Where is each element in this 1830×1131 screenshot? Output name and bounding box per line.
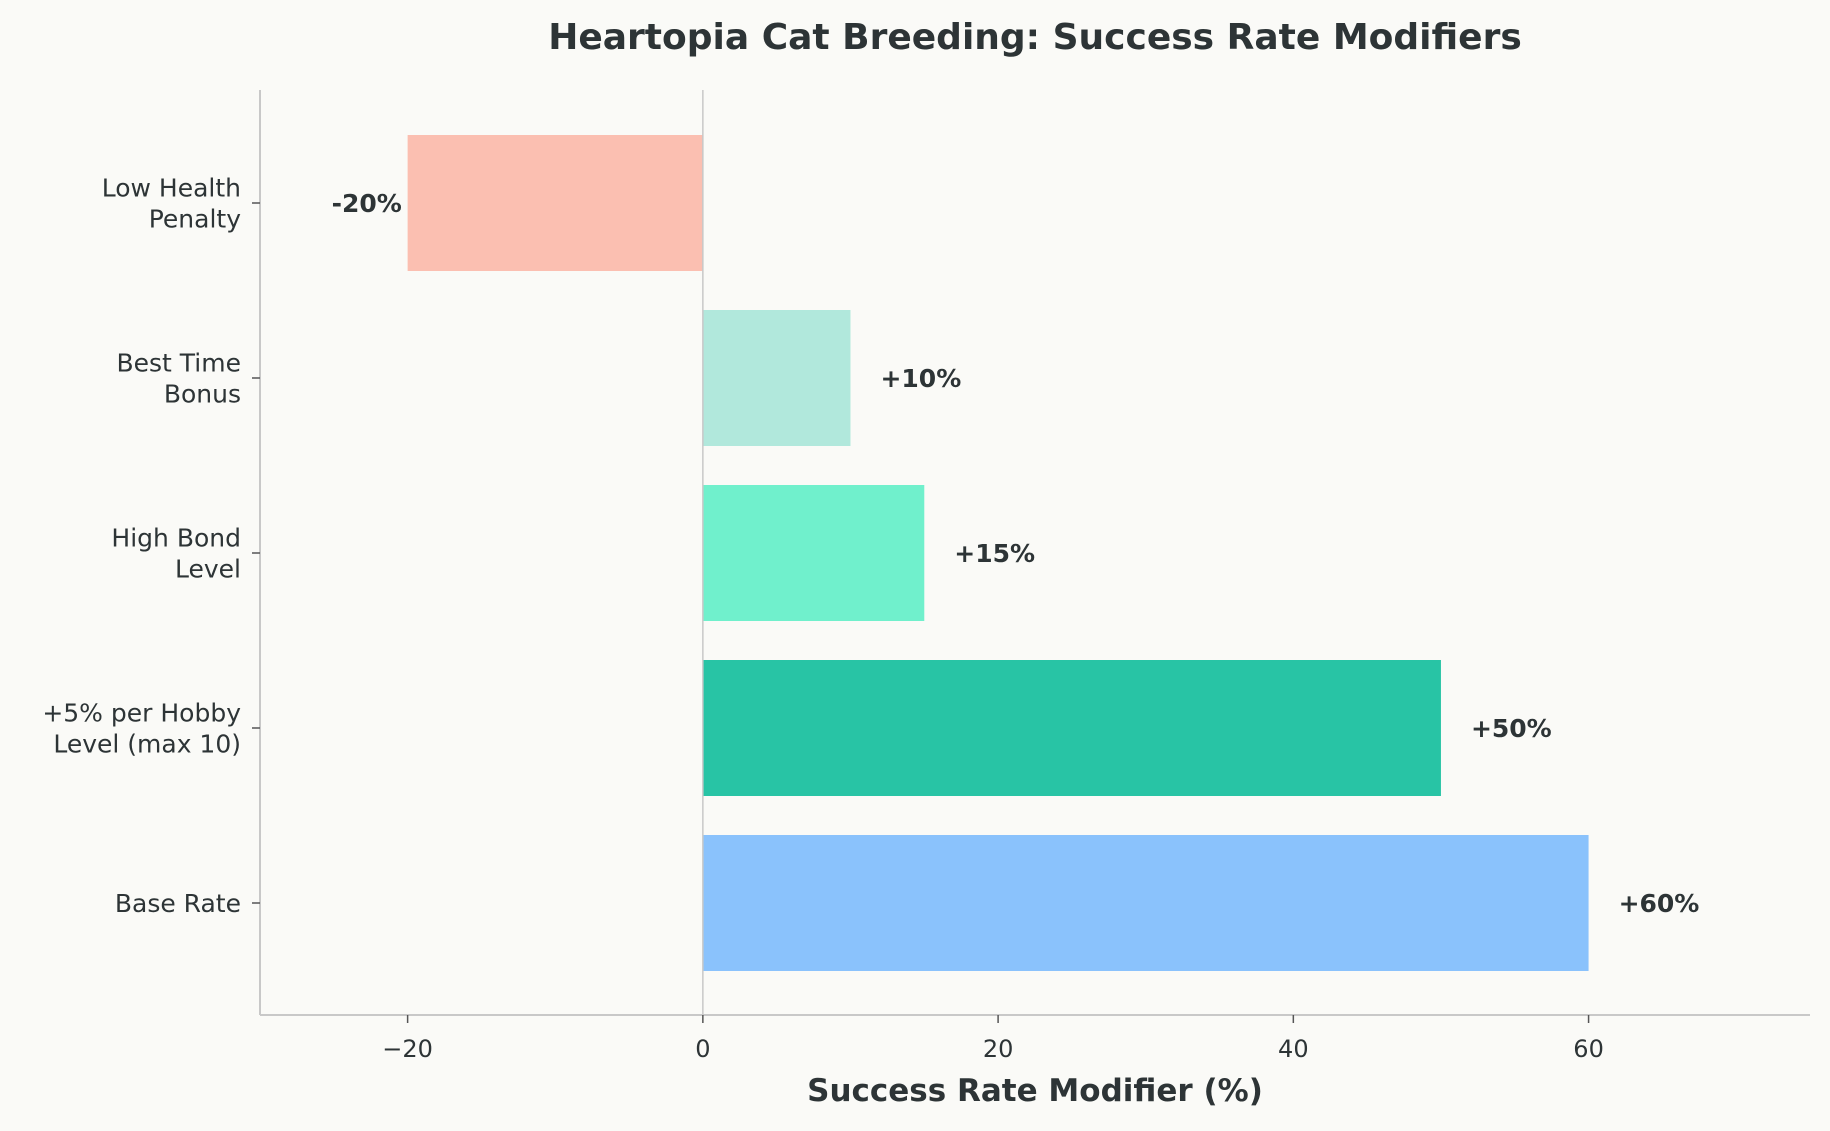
x-tick-label-1: 0	[695, 1035, 710, 1063]
y-tick-label-1: Best Time Bonus	[117, 349, 242, 409]
data-label-4: +60%	[1619, 889, 1700, 918]
x-tick-label-0: −20	[382, 1035, 433, 1063]
x-tick-label-2: 20	[983, 1035, 1014, 1063]
chart-title: Heartopia Cat Breeding: Success Rate Mod…	[548, 17, 1522, 58]
y-tick-label-2: High Bond Level	[111, 524, 241, 584]
x-tick-label-4: 60	[1573, 1035, 1604, 1063]
bar-4	[702, 835, 1589, 971]
bar-3	[702, 660, 1441, 796]
data-label-0: -20%	[332, 189, 402, 218]
y-tick-label-4: Base Rate	[115, 889, 241, 918]
bar-1	[702, 310, 851, 446]
bar-0	[407, 135, 703, 271]
data-label-2: +15%	[954, 539, 1035, 568]
bar-2	[702, 485, 925, 621]
y-tick-label-0: Low Health Penalty	[102, 174, 241, 234]
data-label-1: +10%	[880, 364, 961, 393]
data-label-3: +50%	[1471, 714, 1552, 743]
x-tick-label-3: 40	[1278, 1035, 1309, 1063]
y-tick-label-3: +5% per Hobby Level (max 10)	[42, 699, 241, 759]
x-axis-label: Success Rate Modifier (%)	[807, 1073, 1263, 1109]
plot-area: −20 0 20 40 60 Low Health Penalty Best Time Bonu…	[42, 90, 1810, 1063]
